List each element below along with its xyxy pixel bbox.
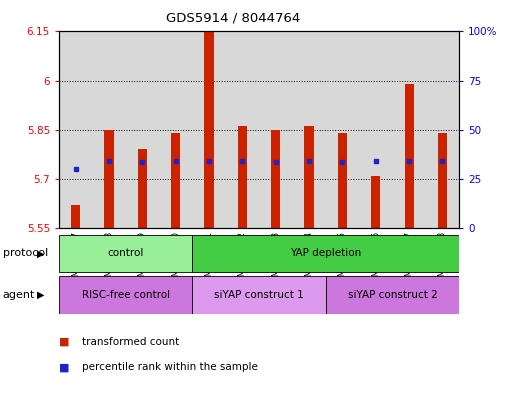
Bar — [226, 31, 259, 228]
Bar — [59, 235, 192, 272]
Bar — [326, 31, 359, 228]
Text: protocol: protocol — [3, 248, 48, 259]
Bar — [326, 276, 459, 314]
Text: ▶: ▶ — [37, 248, 45, 259]
Text: GDS5914 / 8044764: GDS5914 / 8044764 — [166, 12, 301, 25]
Bar — [371, 176, 380, 228]
Bar — [59, 276, 192, 314]
Bar — [205, 31, 213, 228]
Bar — [138, 149, 147, 228]
Bar — [392, 31, 426, 228]
Bar — [271, 130, 280, 228]
Bar — [259, 31, 292, 228]
Bar — [159, 31, 192, 228]
Bar — [359, 31, 392, 228]
Text: RISC-free control: RISC-free control — [82, 290, 170, 300]
Text: percentile rank within the sample: percentile rank within the sample — [82, 362, 258, 373]
Bar — [92, 31, 126, 228]
Bar — [192, 235, 459, 272]
Text: ■: ■ — [59, 362, 69, 373]
Text: transformed count: transformed count — [82, 337, 180, 347]
Bar — [305, 127, 313, 228]
Bar — [192, 276, 326, 314]
Text: ■: ■ — [59, 337, 69, 347]
Bar — [71, 205, 80, 228]
Text: control: control — [108, 248, 144, 259]
Bar — [59, 31, 92, 228]
Text: agent: agent — [3, 290, 35, 300]
Text: ▶: ▶ — [37, 290, 45, 300]
Bar — [338, 133, 347, 228]
Bar — [292, 31, 326, 228]
Bar — [171, 133, 180, 228]
Bar — [238, 127, 247, 228]
Bar — [105, 130, 113, 228]
Text: siYAP construct 1: siYAP construct 1 — [214, 290, 304, 300]
Text: siYAP construct 2: siYAP construct 2 — [348, 290, 437, 300]
Bar — [426, 31, 459, 228]
Bar — [438, 133, 447, 228]
Bar — [192, 31, 226, 228]
Text: YAP depletion: YAP depletion — [290, 248, 361, 259]
Bar — [405, 84, 413, 228]
Bar — [126, 31, 159, 228]
